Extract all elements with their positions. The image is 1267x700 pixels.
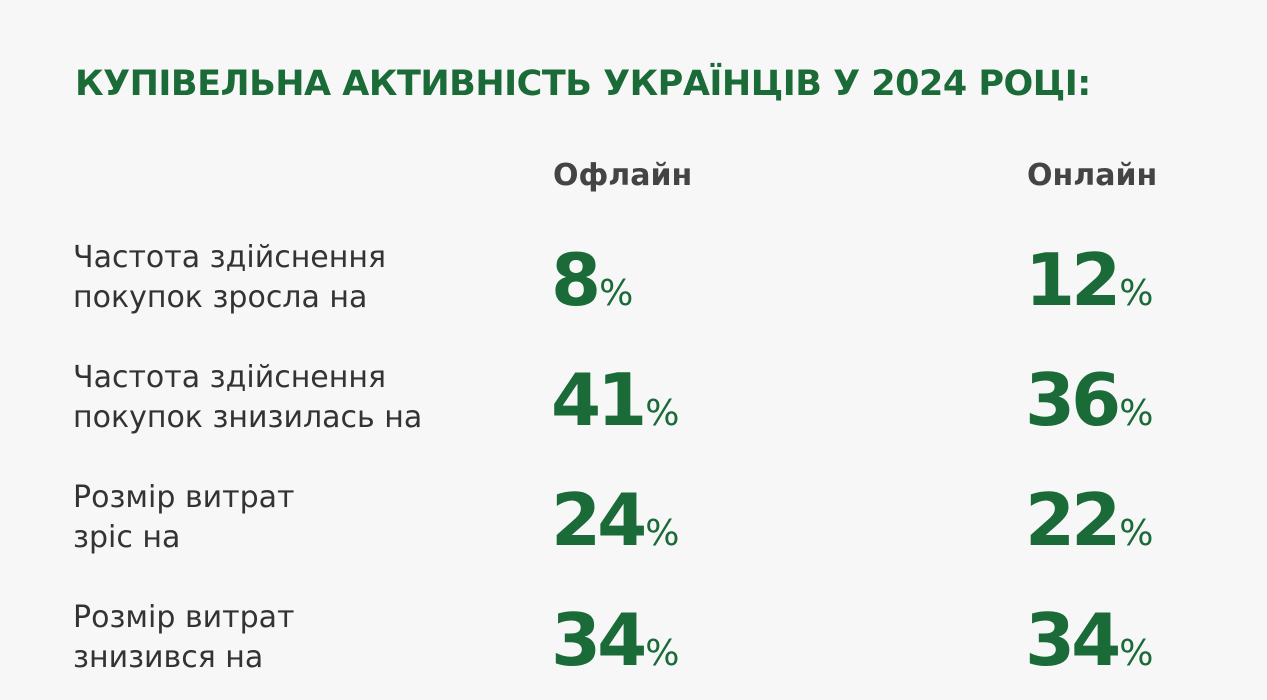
percent-sign: %: [1119, 273, 1154, 314]
percent-sign: %: [1119, 633, 1154, 674]
percent-sign: %: [645, 393, 680, 434]
stat-value-offline: 24%: [551, 470, 679, 570]
stat-row: Розмір витрат зріс на 24% 22%: [0, 470, 1267, 570]
stat-value-offline: 41%: [551, 350, 679, 450]
percent-sign: %: [1119, 513, 1154, 554]
column-header-offline: Офлайн: [553, 158, 693, 193]
stat-number: 34: [551, 598, 647, 682]
stat-row: Частота здійснення покупок зросла на 8% 12…: [0, 230, 1267, 330]
stat-value-online: 36%: [1025, 350, 1153, 450]
stat-number: 41: [551, 358, 647, 442]
stat-row-label: Частота здійснення покупок знизилась на: [73, 360, 423, 435]
stat-row: Частота здійснення покупок знизилась на 4…: [0, 350, 1267, 450]
stat-value-online: 22%: [1025, 470, 1153, 570]
stat-number: 24: [551, 478, 647, 562]
stat-row-label: Частота здійснення покупок зросла на: [73, 240, 387, 315]
chart-title: КУПІВЕЛЬНА АКТИВНІСТЬ УКРАЇНЦІВ У 2024 Р…: [75, 64, 1091, 104]
stat-row-label: Розмір витрат знизився на: [73, 600, 295, 675]
stat-row-label: Розмір витрат зріс на: [73, 480, 295, 555]
stat-value-offline: 8%: [551, 230, 633, 330]
stat-number: 8: [551, 238, 601, 322]
stat-value-offline: 34%: [551, 590, 679, 690]
stat-value-online: 34%: [1025, 590, 1153, 690]
stat-number: 12: [1025, 238, 1121, 322]
percent-sign: %: [645, 513, 680, 554]
stat-number: 36: [1025, 358, 1121, 442]
percent-sign: %: [599, 273, 634, 314]
stat-number: 34: [1025, 598, 1121, 682]
column-header-online: Онлайн: [1027, 158, 1158, 193]
stat-value-online: 12%: [1025, 230, 1153, 330]
stat-number: 22: [1025, 478, 1121, 562]
percent-sign: %: [645, 633, 680, 674]
stat-row: Розмір витрат знизився на 34% 34%: [0, 590, 1267, 690]
percent-sign: %: [1119, 393, 1154, 434]
